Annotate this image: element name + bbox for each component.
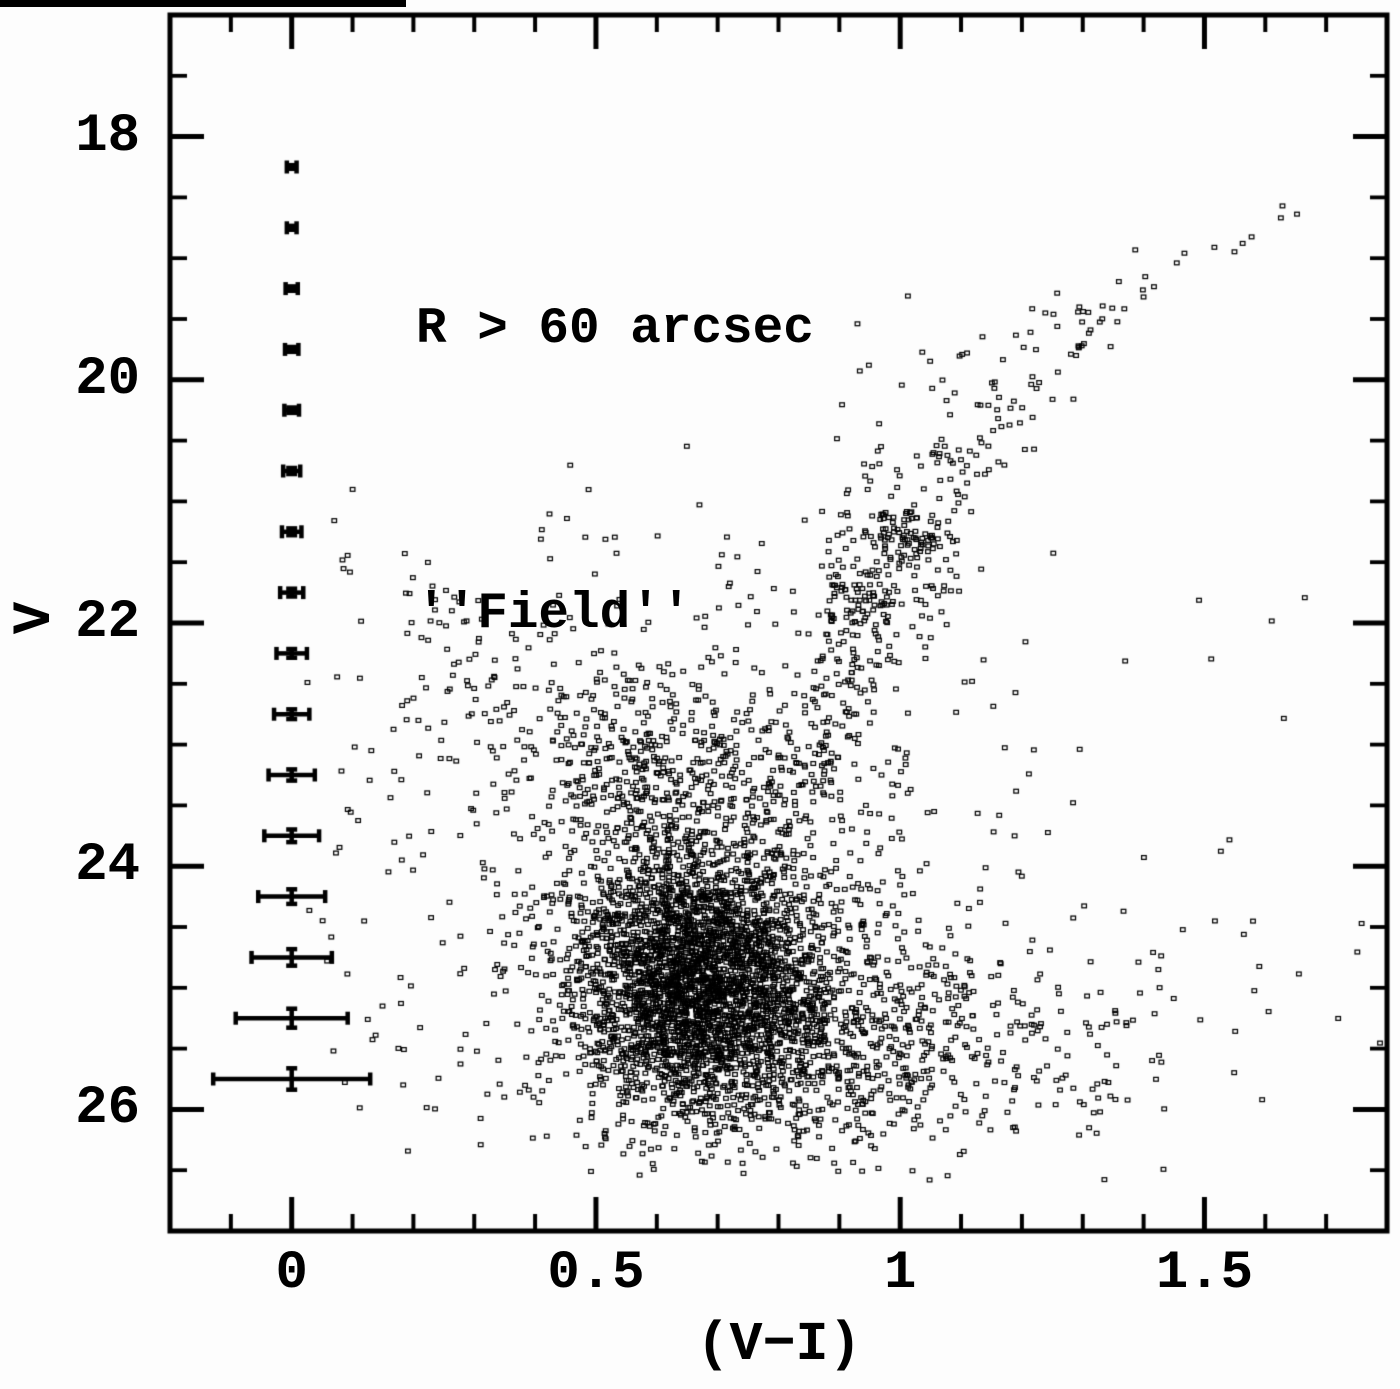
- x-tick-label-1: 1: [883, 1243, 917, 1304]
- x-axis-label: (V−I): [696, 1313, 862, 1376]
- y-tick-label-20: 20: [75, 348, 140, 410]
- x-tick-label-0: 0: [275, 1243, 308, 1304]
- y-tick-label-22: 22: [75, 592, 140, 653]
- x-tick-label-15: 1.5: [1155, 1243, 1254, 1304]
- y-tick-label-18: 18: [75, 105, 140, 167]
- y-tick-label-24: 24: [75, 835, 140, 897]
- y-tick-label-26: 26: [75, 1078, 140, 1140]
- annotation-line-field: ''Field'': [416, 586, 692, 643]
- scan-artifact-top-bar: [0, 0, 406, 7]
- x-tick-label-05: 0.5: [547, 1243, 645, 1304]
- y-axis-label: V: [5, 601, 66, 635]
- annotation-line-radius: R > 60 arcsec: [416, 301, 814, 358]
- plot-annotation: R > 60 arcsec ''Field'': [416, 92, 814, 852]
